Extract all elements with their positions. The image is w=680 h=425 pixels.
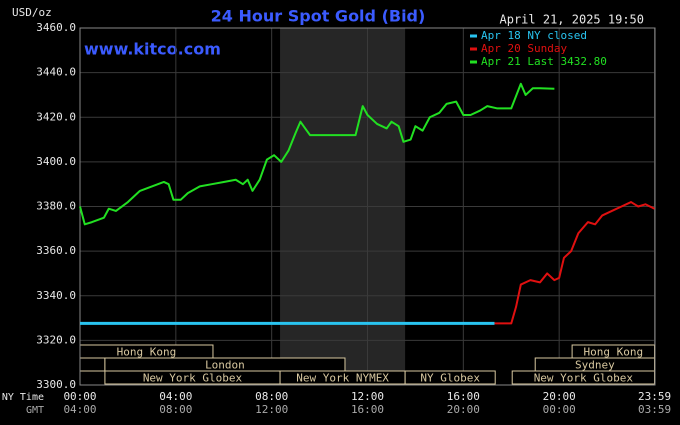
session-label: New York NYMEX bbox=[296, 372, 389, 385]
y-tick-label: 3300.0 bbox=[36, 378, 76, 391]
legend-label: Apr 21 Last 3432.80 bbox=[481, 55, 607, 68]
series-line bbox=[79, 82, 555, 226]
x-tick-label: 00:00 bbox=[63, 390, 96, 403]
y-tick-label: 3360.0 bbox=[36, 244, 76, 257]
session-label: London bbox=[205, 359, 245, 372]
session-label: NY Globex bbox=[420, 372, 480, 385]
y-tick-label: 3420.0 bbox=[36, 110, 76, 123]
legend-label: Apr 20 Sunday bbox=[481, 42, 567, 55]
y-tick-label: 3340.0 bbox=[36, 289, 76, 302]
y-tick-label: 3320.0 bbox=[36, 333, 76, 346]
session-label: Hong Kong bbox=[584, 346, 644, 359]
chart-title: 24 Hour Spot Gold (Bid) bbox=[211, 7, 426, 26]
x-tick-label-gmt: 20:00 bbox=[447, 403, 480, 416]
x-row-label: NY Time bbox=[2, 392, 44, 403]
legend-label: Apr 18 NY closed bbox=[481, 29, 587, 42]
session-label: Sydney bbox=[575, 359, 615, 372]
x-tick-label-gmt: 04:00 bbox=[63, 403, 96, 416]
x-tick-label-gmt: 08:00 bbox=[159, 403, 192, 416]
y-tick-label: 3380.0 bbox=[36, 200, 76, 213]
timestamp: April 21, 2025 19:50 bbox=[500, 13, 645, 27]
y-unit: USD/oz bbox=[12, 6, 52, 19]
x-tick-label: 23:59 bbox=[638, 390, 671, 403]
x-tick-label-gmt: 03:59 bbox=[638, 403, 671, 416]
series-line bbox=[494, 201, 655, 325]
subtitle: www.kitco.com bbox=[84, 40, 221, 59]
session-label: New York Globex bbox=[534, 372, 634, 385]
session-label: New York Globex bbox=[143, 372, 243, 385]
x-tick-label: 08:00 bbox=[255, 390, 288, 403]
y-tick-label: 3440.0 bbox=[36, 66, 76, 79]
session-label: Hong Kong bbox=[117, 346, 177, 359]
x-tick-label-gmt: 00:00 bbox=[543, 403, 576, 416]
x-row-label: GMT bbox=[26, 405, 44, 416]
y-tick-label: 3460.0 bbox=[36, 21, 76, 34]
session-box bbox=[79, 357, 106, 372]
x-tick-label: 16:00 bbox=[447, 390, 480, 403]
y-tick-label: 3400.0 bbox=[36, 155, 76, 168]
x-tick-label-gmt: 16:00 bbox=[351, 403, 384, 416]
x-tick-label-gmt: 12:00 bbox=[255, 403, 288, 416]
x-tick-label: 12:00 bbox=[351, 390, 384, 403]
session-box bbox=[404, 370, 496, 385]
x-tick-label: 04:00 bbox=[159, 390, 192, 403]
x-tick-label: 20:00 bbox=[543, 390, 576, 403]
